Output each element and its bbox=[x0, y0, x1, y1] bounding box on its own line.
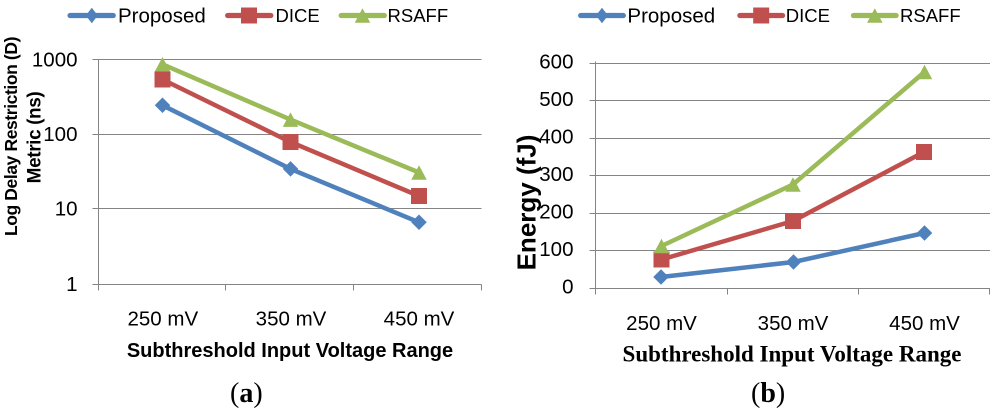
svg-text:100: 100 bbox=[43, 123, 77, 146]
svg-text:400: 400 bbox=[539, 126, 573, 149]
svg-text:1000: 1000 bbox=[32, 49, 78, 72]
svg-text:450 mV: 450 mV bbox=[384, 308, 455, 331]
svg-text:Proposed: Proposed bbox=[627, 5, 715, 28]
svg-text:0: 0 bbox=[562, 276, 573, 299]
svg-text:Metric (ns): Metric (ns) bbox=[25, 92, 46, 184]
svg-text:300: 300 bbox=[539, 163, 573, 186]
svg-text:Subthreshold Input Voltage Ran: Subthreshold Input Voltage Range bbox=[127, 340, 453, 362]
svg-text:Subthreshold Input Voltage Ran: Subthreshold Input Voltage Range bbox=[623, 342, 962, 367]
svg-text:250 mV: 250 mV bbox=[626, 312, 697, 335]
svg-text:350 mV: 350 mV bbox=[758, 312, 829, 335]
svg-text:Log Delay Restriction (D): Log Delay Restriction (D) bbox=[1, 37, 21, 236]
svg-text:450 mV: 450 mV bbox=[889, 312, 960, 335]
svg-text:350 mV: 350 mV bbox=[256, 308, 327, 331]
svg-text:(a): (a) bbox=[230, 378, 263, 409]
svg-text:RSAFF: RSAFF bbox=[900, 5, 961, 26]
svg-text:10: 10 bbox=[55, 198, 78, 221]
svg-text:600: 600 bbox=[539, 51, 573, 74]
svg-text:DICE: DICE bbox=[786, 5, 830, 26]
svg-text:Energy (fJ): Energy (fJ) bbox=[512, 135, 542, 271]
svg-text:500: 500 bbox=[539, 88, 573, 111]
svg-text:DICE: DICE bbox=[276, 5, 320, 26]
svg-text:Proposed: Proposed bbox=[118, 5, 206, 28]
svg-text:(b): (b) bbox=[751, 378, 785, 409]
svg-text:200: 200 bbox=[539, 201, 573, 224]
svg-text:100: 100 bbox=[539, 238, 573, 261]
svg-text:RSAFF: RSAFF bbox=[388, 5, 449, 26]
svg-text:250 mV: 250 mV bbox=[127, 308, 198, 331]
svg-text:1: 1 bbox=[66, 273, 77, 296]
